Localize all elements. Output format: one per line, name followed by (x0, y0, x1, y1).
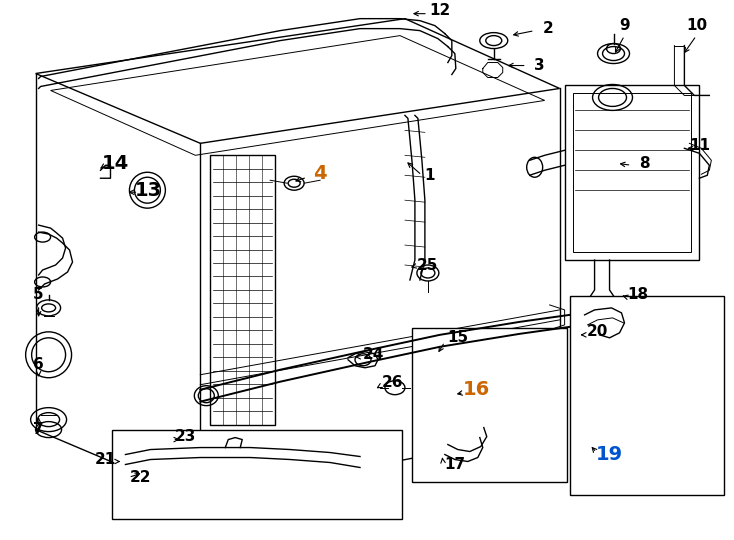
Text: 26: 26 (382, 375, 404, 390)
Text: 8: 8 (639, 156, 650, 171)
Text: 25: 25 (417, 258, 439, 273)
Text: 17: 17 (444, 457, 465, 472)
Text: 11: 11 (689, 138, 710, 153)
Text: 12: 12 (429, 3, 451, 18)
Text: 16: 16 (463, 380, 490, 399)
Text: 10: 10 (686, 18, 707, 33)
Text: 7: 7 (33, 422, 44, 437)
Text: 23: 23 (175, 429, 196, 444)
Bar (412, 328, 567, 482)
Text: 22: 22 (130, 470, 151, 485)
Text: 3: 3 (534, 58, 545, 73)
Text: 24: 24 (363, 347, 384, 362)
Text: 18: 18 (627, 287, 648, 302)
Bar (112, 430, 402, 519)
Text: 4: 4 (313, 164, 327, 183)
Text: 20: 20 (587, 325, 608, 339)
Text: 15: 15 (447, 330, 468, 345)
Bar (564, 85, 700, 260)
Text: 5: 5 (33, 287, 44, 302)
Text: 6: 6 (33, 357, 44, 372)
Text: 9: 9 (619, 18, 630, 33)
Text: 13: 13 (135, 181, 162, 200)
Text: 19: 19 (596, 445, 623, 464)
Text: 21: 21 (95, 452, 116, 467)
Bar (570, 296, 724, 495)
Text: 1: 1 (425, 168, 435, 183)
Bar (573, 93, 691, 252)
Text: 2: 2 (542, 21, 553, 36)
Bar (211, 156, 275, 424)
Text: 14: 14 (102, 154, 129, 173)
